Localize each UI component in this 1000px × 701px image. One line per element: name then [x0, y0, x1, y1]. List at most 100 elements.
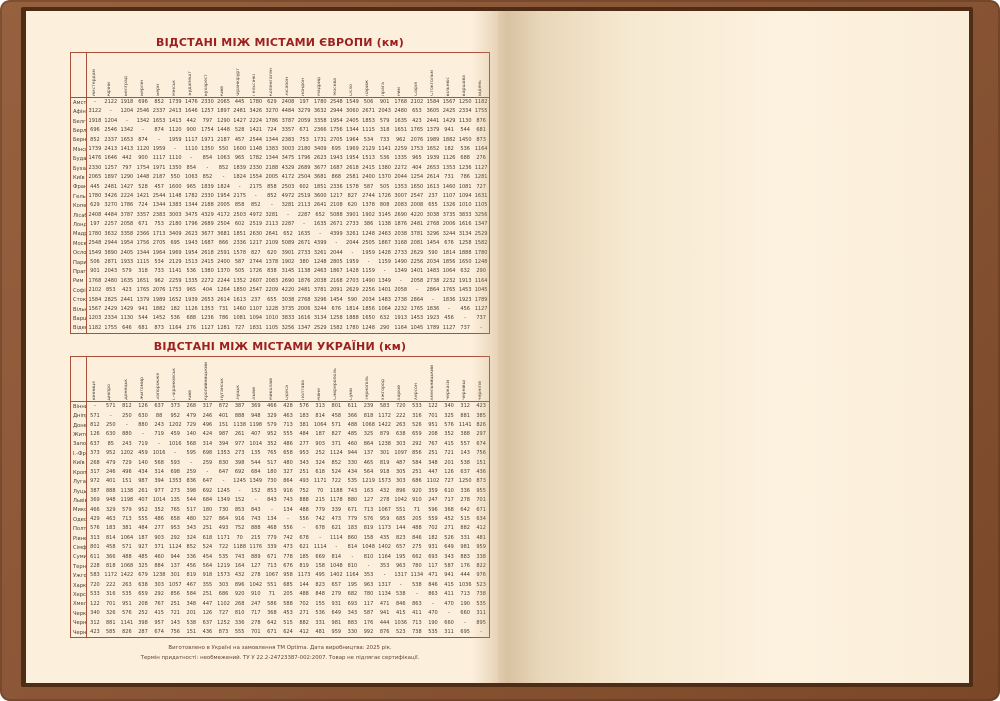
distance-cell: 144 [395, 525, 406, 532]
distance-cell: 642 [267, 619, 277, 626]
distance-cell: 864 [218, 516, 229, 523]
distance-cell: 1427 [120, 183, 134, 190]
distance-cell: 303 [395, 478, 406, 485]
distance-cell: 1578 [233, 249, 247, 256]
distance-cell: 1687 [201, 240, 214, 247]
distance-cell: 290 [379, 324, 390, 331]
row-city-label: Мадрид [70, 229, 88, 240]
distance-cell: 2481 [104, 183, 118, 190]
distance-cell: - [206, 164, 209, 171]
distance-cell: 729 [186, 421, 197, 428]
distance-cell: 652 [283, 230, 293, 237]
distance-cell: 550 [170, 174, 180, 181]
distance-cell: 330 [347, 459, 358, 466]
distance-cell: 720 [395, 403, 406, 410]
distance-cell: 676 [444, 240, 454, 247]
distance-cell: 836 [186, 478, 197, 485]
distance-cell: 442 [122, 155, 132, 162]
distance-cell: 1780 [88, 230, 102, 237]
distance-cell: 701 [428, 412, 438, 419]
row-city-label: Харків [70, 580, 88, 591]
distance-cell: 463 [106, 516, 116, 523]
distance-cell: 1753 [168, 287, 182, 294]
distance-cell: 535 [218, 553, 229, 560]
distance-cell: 460 [154, 553, 164, 560]
distance-cell: 388 [460, 431, 470, 438]
distance-cell: 695 [331, 146, 342, 153]
distance-cell: 5089 [281, 240, 295, 247]
distance-cell: 2738 [426, 277, 440, 284]
distance-cell: 916 [283, 487, 293, 494]
row-city-label: Луцьк [70, 486, 88, 497]
distance-cell: 564 [202, 563, 213, 570]
distance-cell: 555 [138, 516, 148, 523]
distance-cell: 3735 [281, 305, 295, 312]
distance-cell: 2463 [313, 268, 327, 275]
distance-cell: 1048 [362, 544, 375, 551]
distance-cell: 164 [234, 563, 245, 570]
distance-cell: 1248 [474, 258, 488, 265]
distance-cell: 584 [412, 459, 422, 466]
distance-cell: 852 [218, 164, 229, 171]
distance-cell: 301 [170, 572, 180, 579]
distance-cell: 2629 [410, 249, 424, 256]
distance-cell: 659 [412, 431, 422, 438]
distance-cell: 810 [363, 553, 374, 560]
distance-cell: 2330 [201, 99, 214, 105]
distance-cell: 287 [138, 628, 148, 635]
distance-cell: 487 [395, 459, 406, 466]
distance-cell: 1876 [394, 221, 408, 228]
distance-cell: 1258 [458, 240, 472, 247]
column-city-header: І.-Франківськ [167, 356, 184, 403]
distance-cell: 638 [395, 431, 406, 438]
distance-cell: 305 [395, 469, 406, 475]
distance-cell: 571 [106, 403, 116, 410]
distance-cell: 2413 [168, 108, 182, 115]
distance-cell: 536 [460, 146, 470, 153]
distance-cell: 957 [154, 619, 164, 626]
distance-cell: 2653 [201, 296, 214, 303]
distance-cell: 941 [379, 610, 390, 617]
distance-cell: 647 [202, 478, 213, 485]
distance-cell: 1653 [120, 136, 134, 143]
distance-cell: 1651 [394, 127, 408, 134]
distance-cell: 2287 [281, 221, 295, 228]
distance-cell: 852 [90, 136, 100, 143]
distance-cell: 1349 [394, 268, 408, 275]
distance-cell: 838 [267, 268, 277, 275]
distance-cell: 1172 [104, 572, 118, 579]
distance-cell: 488 [299, 506, 309, 513]
distance-cell: 602 [299, 183, 309, 190]
distance-cell: 698 [170, 469, 180, 475]
distance-cell: 3632 [313, 108, 327, 115]
distance-cell: 743 [283, 497, 293, 504]
distance-cell: 2641 [265, 230, 279, 237]
distance-cell: 674 [154, 628, 164, 635]
distance-cell: 3632 [104, 230, 118, 237]
distance-cell: 965 [186, 183, 197, 190]
row-city-label: Лондон [70, 220, 88, 230]
distance-cell: 872 [218, 403, 229, 410]
distance-cell: 3244 [313, 305, 327, 312]
distance-cell: 1653 [152, 117, 166, 124]
distance-cell: 466 [90, 506, 100, 513]
distance-cell: 876 [476, 117, 486, 124]
distance-cell: 1238 [378, 440, 391, 447]
distance-cell: 3168 [394, 240, 408, 247]
distance-cell: - [94, 99, 96, 105]
distance-cell: - [222, 478, 225, 485]
distance-cell: 685 [395, 516, 406, 523]
distance-cell: 538 [412, 581, 422, 588]
distance-cell: 1102 [426, 478, 440, 485]
column-city-header: Хмельницький [424, 356, 442, 403]
distance-cell: 303 [395, 440, 406, 447]
distance-cell: 1344 [152, 202, 166, 209]
distance-cell: 544 [138, 315, 148, 322]
distance-cell: 1130 [458, 117, 472, 124]
distance-cell: 959 [476, 544, 486, 551]
distance-cell: 2043 [378, 108, 391, 115]
distance-cell: 1349 [217, 497, 230, 504]
distance-cell: 1814 [346, 305, 359, 312]
distance-cell: 1110 [168, 155, 182, 162]
